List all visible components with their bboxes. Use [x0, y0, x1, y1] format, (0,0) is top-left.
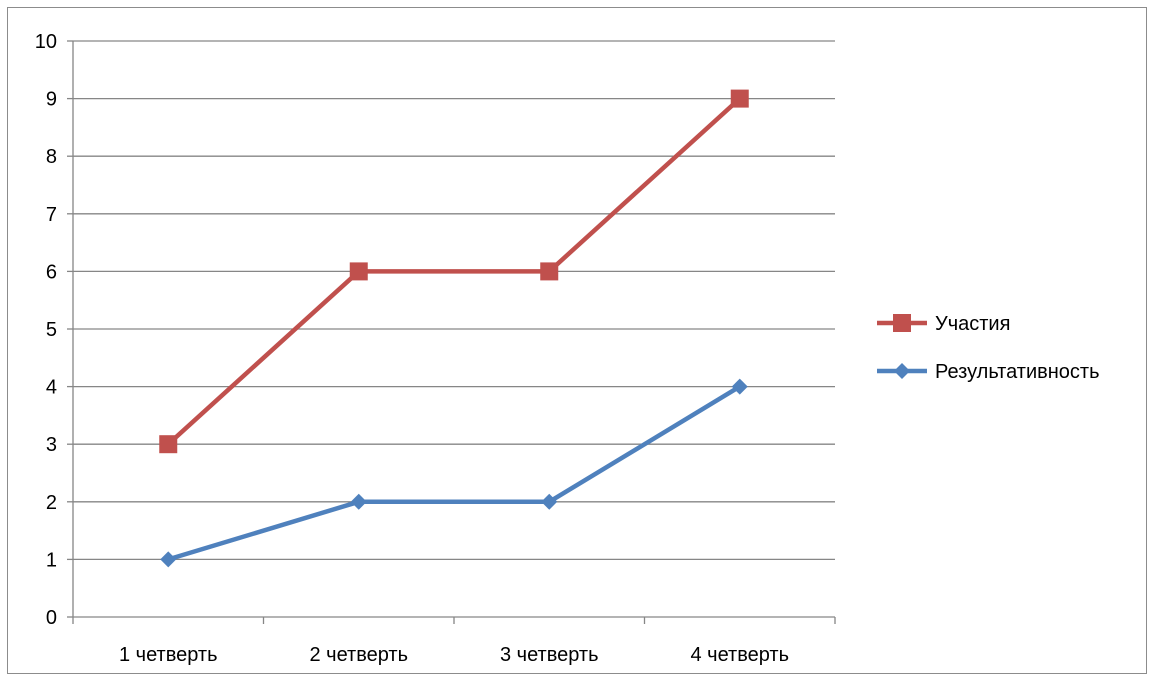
y-tick-label: 0 — [46, 607, 57, 629]
legend-label: Результативность — [935, 361, 1100, 383]
y-tick-label: 3 — [46, 434, 57, 456]
y-tick-label: 7 — [46, 204, 57, 226]
data-point — [540, 262, 559, 281]
series-lines — [159, 89, 749, 568]
data-point — [731, 378, 748, 395]
x-tick-label: 1 четверть — [119, 644, 218, 666]
x-tick-label: 4 четверть — [690, 644, 789, 666]
legend-marker — [894, 363, 910, 379]
series-line — [166, 384, 742, 562]
data-point — [349, 262, 368, 281]
gridlines — [73, 40, 835, 561]
y-tick-label: 4 — [46, 377, 57, 399]
legend-item: Результативность — [877, 361, 1100, 383]
data-point — [730, 89, 749, 108]
y-tick-label: 9 — [46, 89, 57, 111]
y-tick-label: 6 — [46, 261, 57, 283]
y-tick-label: 1 — [46, 549, 57, 571]
data-point — [159, 435, 178, 454]
series-line — [166, 96, 742, 447]
series-1 — [159, 89, 749, 454]
legend-item: Участия — [877, 313, 1010, 335]
y-tick-label: 8 — [46, 146, 57, 168]
data-point — [160, 551, 177, 568]
legend-label: Участия — [935, 313, 1010, 335]
data-point — [350, 493, 367, 510]
y-tick-label: 5 — [46, 319, 57, 341]
legend-marker — [893, 314, 911, 332]
data-point — [541, 493, 558, 510]
y-tick-label: 2 — [46, 492, 57, 514]
x-tick-label: 3 четверть — [500, 644, 599, 666]
y-tick-label: 10 — [35, 31, 57, 53]
axes: 0 1 2 3 4 5 6 7 8 9 10 1 четверть 2 четверть 3 четвер… — [35, 31, 836, 666]
series-2 — [160, 378, 748, 568]
legend: Участия Результативность — [877, 313, 1100, 383]
x-tick-label: 2 четверть — [309, 644, 408, 666]
chart-frame — [7, 7, 1147, 674]
